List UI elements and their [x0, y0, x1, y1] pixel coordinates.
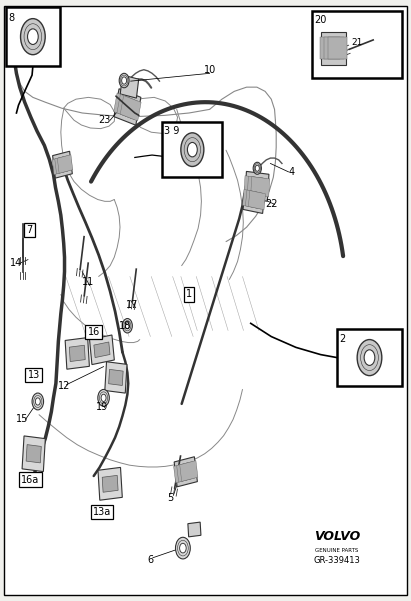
- Text: 15: 15: [16, 415, 29, 424]
- Circle shape: [125, 323, 129, 329]
- Polygon shape: [251, 177, 270, 197]
- FancyBboxPatch shape: [312, 11, 402, 78]
- Circle shape: [119, 73, 129, 88]
- FancyBboxPatch shape: [337, 329, 402, 386]
- Polygon shape: [173, 462, 192, 483]
- FancyBboxPatch shape: [162, 122, 222, 177]
- Polygon shape: [244, 175, 263, 196]
- Polygon shape: [98, 468, 122, 500]
- FancyBboxPatch shape: [6, 7, 60, 66]
- Text: 13a: 13a: [93, 507, 111, 517]
- Polygon shape: [177, 462, 195, 482]
- Polygon shape: [114, 89, 141, 125]
- Text: 21: 21: [351, 38, 363, 46]
- Polygon shape: [105, 362, 127, 393]
- Circle shape: [122, 77, 127, 84]
- Polygon shape: [174, 457, 197, 487]
- Circle shape: [253, 162, 261, 174]
- Polygon shape: [94, 342, 110, 358]
- Text: 19: 19: [96, 403, 108, 412]
- Text: 6: 6: [147, 555, 153, 565]
- Circle shape: [364, 350, 375, 365]
- Text: 5: 5: [167, 493, 174, 502]
- Polygon shape: [245, 190, 263, 209]
- Text: 3 9: 3 9: [164, 126, 180, 136]
- Polygon shape: [324, 37, 344, 59]
- Polygon shape: [57, 155, 73, 173]
- Polygon shape: [53, 151, 72, 178]
- Text: 1: 1: [186, 290, 192, 299]
- Text: 11: 11: [82, 278, 95, 287]
- Polygon shape: [248, 191, 266, 210]
- Circle shape: [98, 389, 109, 406]
- Circle shape: [187, 142, 197, 157]
- Text: 12: 12: [58, 381, 70, 391]
- Circle shape: [32, 393, 44, 410]
- Text: 13: 13: [28, 370, 40, 380]
- Text: 23: 23: [99, 115, 111, 125]
- Polygon shape: [90, 335, 114, 365]
- Polygon shape: [188, 522, 201, 537]
- Polygon shape: [69, 345, 85, 362]
- Text: 4: 4: [289, 167, 295, 177]
- Text: 10: 10: [203, 66, 216, 75]
- Text: 16: 16: [88, 328, 100, 337]
- Circle shape: [101, 394, 106, 401]
- Circle shape: [255, 165, 259, 171]
- Text: 14: 14: [9, 258, 22, 268]
- Text: GR-339413: GR-339413: [314, 556, 360, 564]
- Circle shape: [122, 319, 132, 333]
- Polygon shape: [242, 189, 260, 209]
- Text: 2: 2: [339, 334, 345, 344]
- Text: 17: 17: [126, 300, 139, 310]
- FancyBboxPatch shape: [4, 6, 407, 595]
- Polygon shape: [22, 436, 45, 472]
- Text: 8: 8: [8, 13, 14, 23]
- Polygon shape: [328, 37, 347, 59]
- Polygon shape: [65, 338, 89, 369]
- Text: VOLVO: VOLVO: [314, 529, 360, 543]
- Text: 16a: 16a: [21, 475, 39, 484]
- Polygon shape: [321, 31, 346, 64]
- Text: 18: 18: [119, 321, 132, 331]
- Polygon shape: [102, 475, 118, 492]
- Polygon shape: [120, 96, 141, 121]
- Polygon shape: [180, 460, 198, 481]
- Polygon shape: [26, 445, 41, 463]
- Polygon shape: [55, 156, 70, 174]
- Polygon shape: [247, 176, 266, 197]
- Text: 22: 22: [265, 200, 277, 209]
- Polygon shape: [320, 37, 340, 59]
- Circle shape: [35, 398, 40, 405]
- Text: GENUINE PARTS: GENUINE PARTS: [315, 548, 359, 553]
- Circle shape: [21, 19, 45, 55]
- Circle shape: [180, 543, 186, 553]
- Polygon shape: [245, 171, 269, 201]
- Polygon shape: [109, 370, 123, 385]
- Text: 7: 7: [26, 225, 33, 235]
- Polygon shape: [52, 156, 68, 174]
- Text: 20: 20: [314, 15, 327, 25]
- Polygon shape: [243, 186, 265, 213]
- Polygon shape: [120, 75, 139, 98]
- Circle shape: [357, 340, 382, 376]
- Polygon shape: [117, 94, 138, 120]
- Circle shape: [181, 133, 204, 166]
- Circle shape: [28, 29, 38, 44]
- Circle shape: [175, 537, 190, 559]
- Polygon shape: [114, 93, 134, 118]
